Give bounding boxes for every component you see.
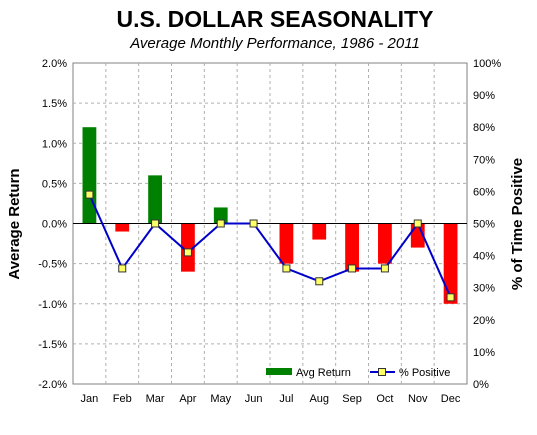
x-tick-label: May	[210, 393, 231, 405]
x-axis-ticks: Jan Feb Mar Apr May Jun Jul Aug Sep Oct Nov Dec	[81, 393, 461, 405]
y2-tick-label: 10%	[473, 347, 495, 359]
marker-jan	[85, 190, 94, 199]
bar-mar	[148, 175, 162, 224]
legend-label-avg-return: Avg Return	[296, 367, 351, 379]
y2-tick-label: 90%	[473, 90, 495, 102]
legend-swatch-pct-positive-marker	[378, 368, 386, 376]
bar-sep	[345, 223, 359, 272]
y2-tick-label: 20%	[473, 315, 495, 327]
marker-mar	[151, 219, 160, 228]
bar-aug	[312, 223, 327, 240]
y2-axis-title: % of Time Positive	[509, 158, 526, 290]
y-tick-label: -1.0%	[38, 299, 67, 311]
x-tick-label: Jul	[279, 393, 293, 405]
bar-series	[82, 127, 458, 304]
y-axis-title: Average Return	[6, 168, 23, 279]
marker-aug	[315, 277, 324, 286]
x-tick-label: Dec	[441, 393, 461, 405]
legend: Avg Return % Positive	[266, 367, 450, 379]
marker-sep	[348, 264, 357, 273]
marker-jul	[282, 264, 291, 273]
x-tick-label: Jan	[81, 393, 99, 405]
marker-nov	[413, 219, 422, 228]
y2-tick-label: 50%	[473, 219, 495, 231]
y-tick-label: 1.5%	[42, 98, 67, 110]
marker-dec	[446, 293, 455, 302]
y-tick-label: -2.0%	[38, 379, 67, 391]
right-axis-ticks: 0% 10% 20% 30% 40% 50% 60% 70% 80% 90% 100%	[473, 58, 501, 391]
marker-jun	[249, 219, 258, 228]
y2-tick-label: 100%	[473, 58, 501, 70]
marker-apr	[183, 248, 192, 257]
y-tick-label: -0.5%	[38, 259, 67, 271]
y2-tick-label: 60%	[473, 186, 495, 198]
bar-may	[213, 207, 228, 224]
x-tick-label: Jun	[245, 393, 263, 405]
x-tick-label: Oct	[376, 393, 393, 405]
y2-tick-label: 70%	[473, 154, 495, 166]
bar-jan	[82, 127, 97, 224]
line-series	[85, 190, 455, 302]
bar-apr	[181, 223, 195, 272]
chart-subtitle: Average Monthly Performance, 1986 - 2011	[129, 35, 420, 52]
bar-jul	[279, 223, 294, 264]
bar-dec	[443, 223, 458, 304]
chart-title: U.S. DOLLAR SEASONALITY	[117, 6, 434, 32]
y2-tick-label: 0%	[473, 379, 489, 391]
y-tick-label: 0.5%	[42, 178, 67, 190]
y-tick-label: 2.0%	[42, 58, 67, 70]
x-tick-label: Sep	[342, 393, 362, 405]
bar-oct	[378, 223, 392, 264]
y2-tick-label: 80%	[473, 122, 495, 134]
marker-oct	[380, 264, 389, 273]
legend-swatch-avg-return	[266, 368, 292, 375]
y-tick-label: -1.5%	[38, 339, 67, 351]
pct-positive-line	[88, 194, 452, 298]
marker-may	[216, 219, 225, 228]
x-tick-label: Feb	[113, 393, 132, 405]
x-tick-label: Nov	[408, 393, 428, 405]
y-tick-label: 0.0%	[42, 219, 67, 231]
x-tick-label: Apr	[179, 393, 196, 405]
y2-tick-label: 40%	[473, 251, 495, 263]
bar-feb	[115, 223, 130, 232]
y-tick-label: 1.0%	[42, 138, 67, 150]
left-axis-ticks: -2.0% -1.5% -1.0% -0.5% 0.0% 0.5% 1.0% 1.5% 2.0%	[38, 58, 67, 391]
x-tick-label: Aug	[309, 393, 329, 405]
marker-feb	[118, 264, 127, 273]
x-tick-label: Mar	[146, 393, 165, 405]
y2-tick-label: 30%	[473, 283, 495, 295]
legend-label-pct-positive: % Positive	[399, 367, 450, 379]
